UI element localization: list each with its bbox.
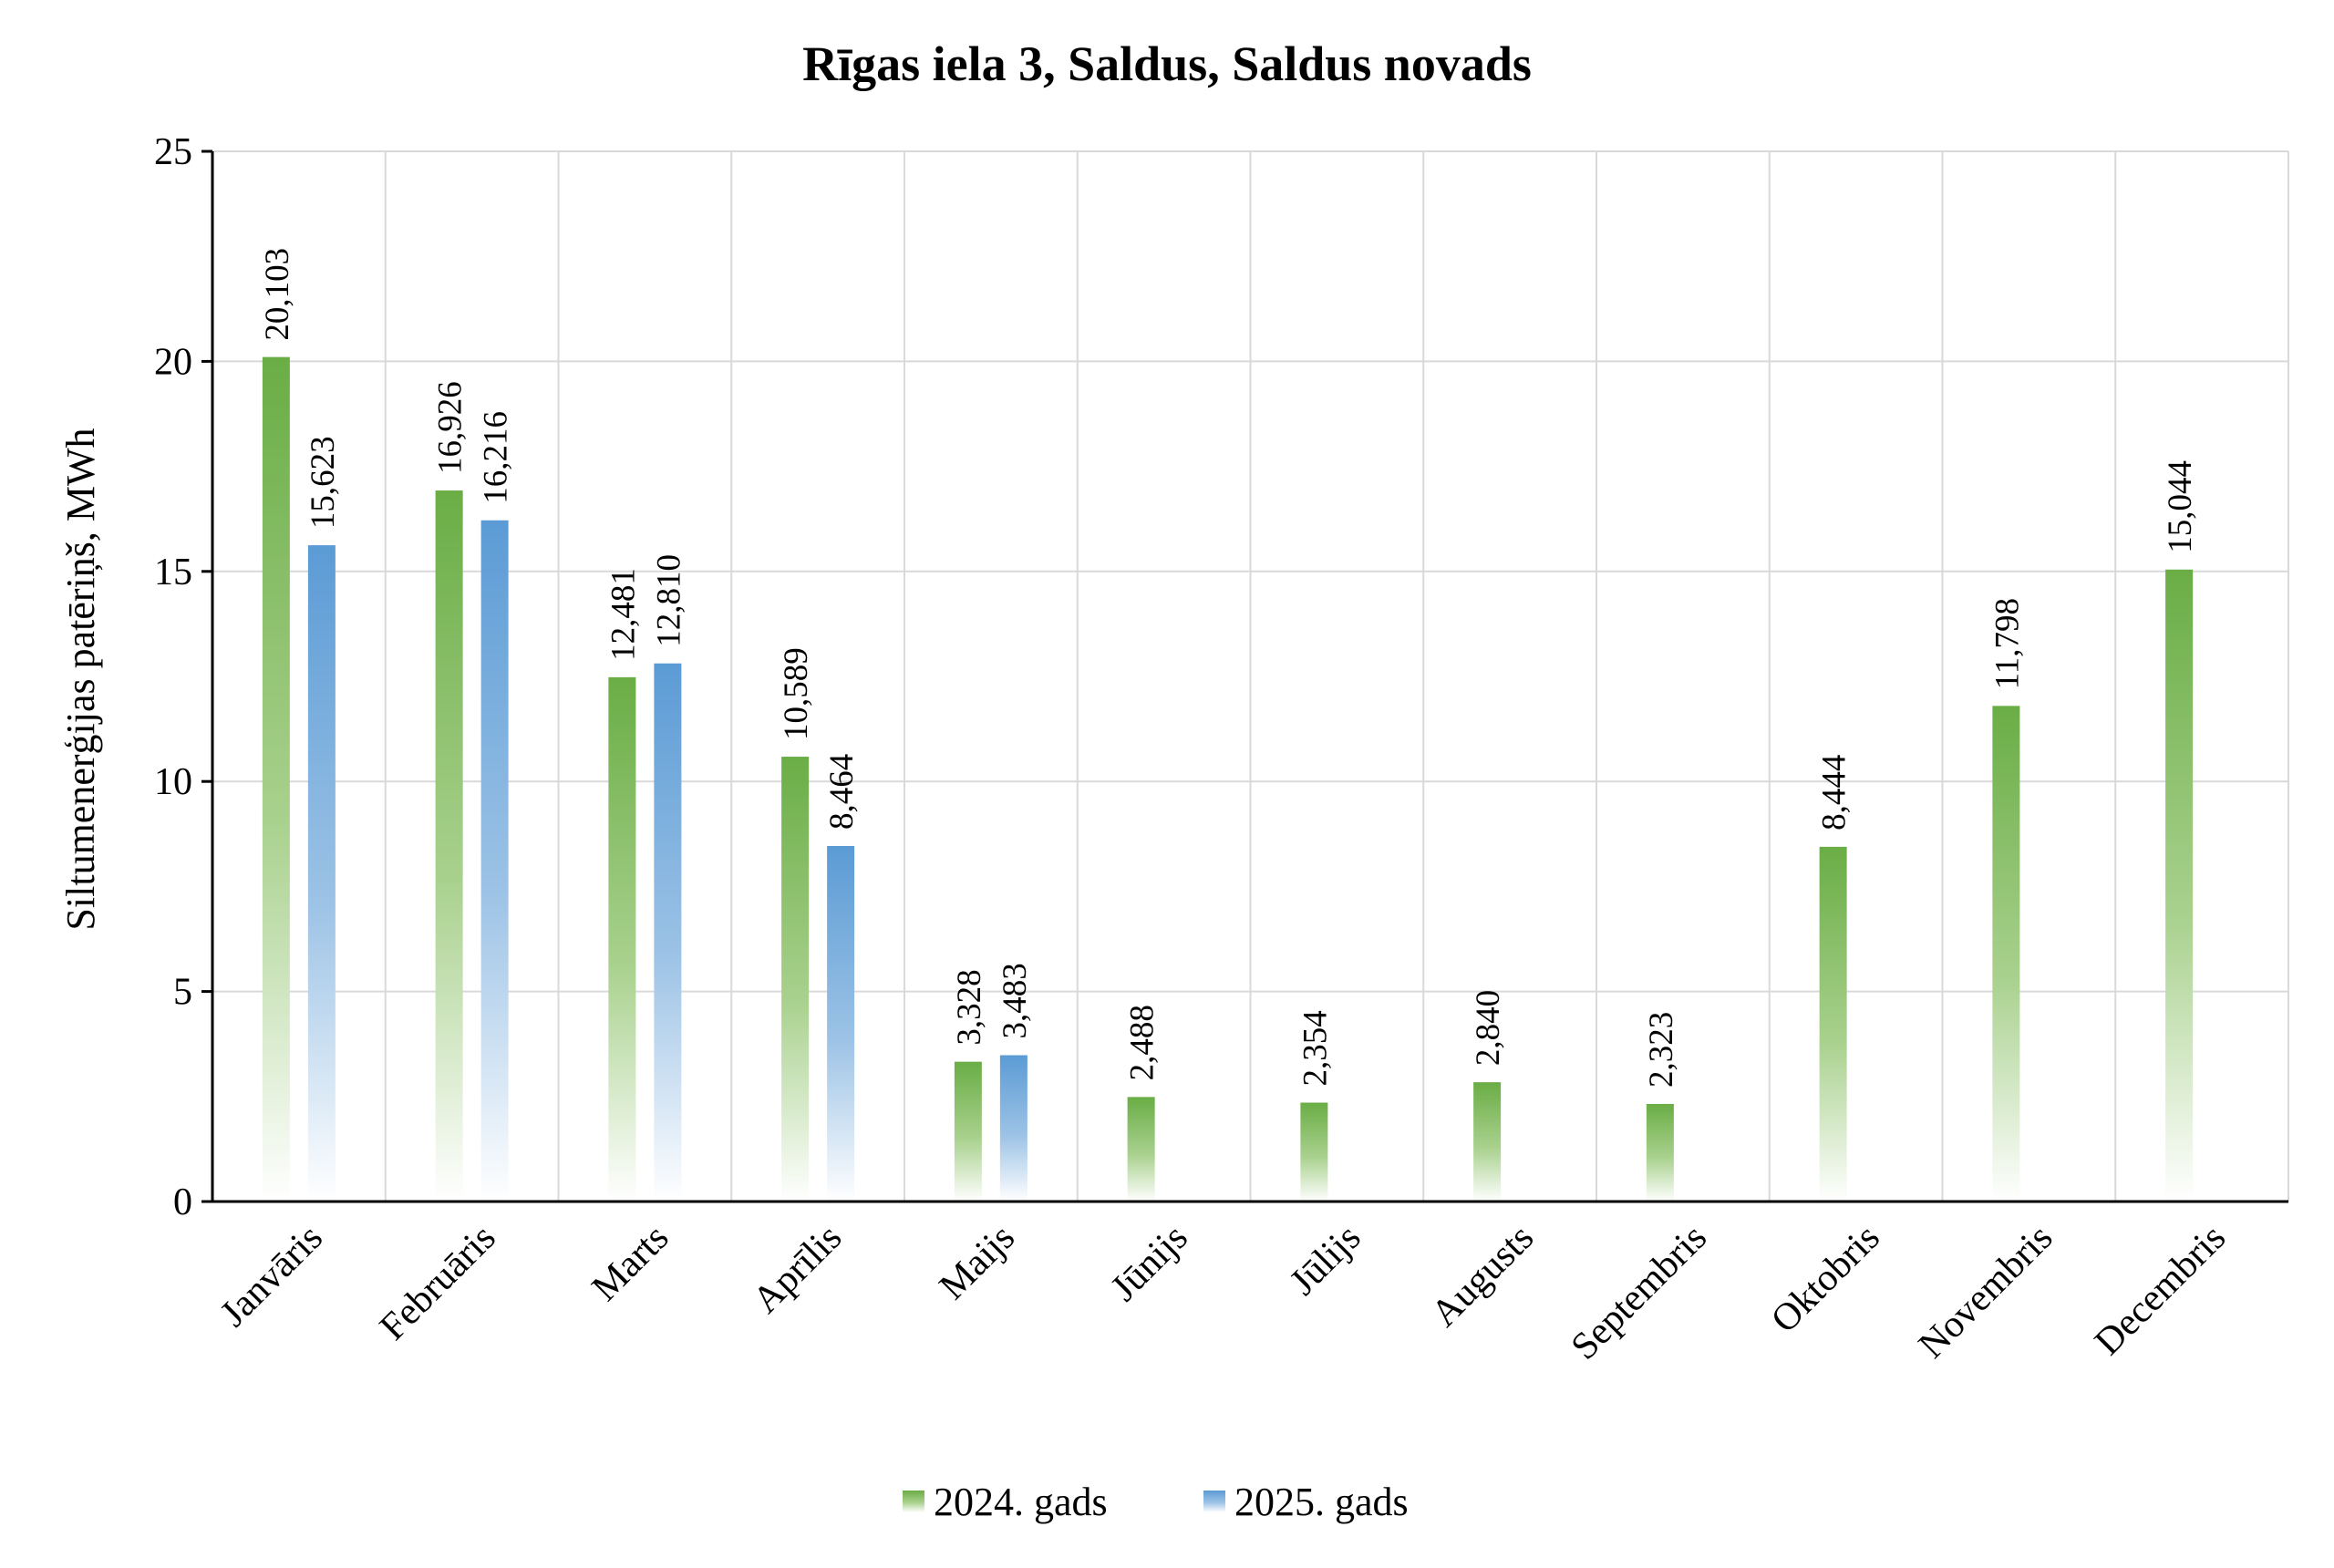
data-label: 15,623: [305, 436, 342, 529]
data-label: 12,481: [604, 568, 642, 661]
x-tick-label: Maijs: [932, 1217, 1023, 1308]
bars: [262, 356, 2194, 1202]
bar-2024-4: [954, 1061, 982, 1202]
x-tick-labels: Janvāris Februāris Marts Aprīlis Maijs Jūnijs…: [212, 1217, 2234, 1368]
data-labels: 20,103 16,926 12,481 10,589 3,328 2,488 2,354 2…: [259, 248, 2199, 1088]
data-label: 12,810: [650, 554, 687, 647]
bar-2025-0: [307, 545, 336, 1202]
data-label: 3,328: [951, 969, 988, 1045]
y-axis-title: Siltumenerģijas patēriņš, MWh: [58, 428, 103, 930]
data-label: 10,589: [778, 647, 815, 740]
legend-label: 2025. gads: [1234, 1480, 1409, 1524]
bar-2024-8: [1646, 1103, 1674, 1202]
legend-swatch-2024: [903, 1491, 924, 1512]
bar-2025-1: [480, 520, 509, 1202]
data-label: 3,483: [997, 963, 1034, 1038]
x-tick-label: Septembris: [1564, 1217, 1715, 1368]
x-tick-label: Aprīlis: [745, 1217, 850, 1322]
legend-label: 2024. gads: [934, 1480, 1108, 1524]
data-label: 8,464: [823, 754, 861, 830]
x-tick-label: Janvāris: [212, 1217, 331, 1336]
data-label: 11,798: [1988, 598, 2026, 689]
y-tick-label: 10: [154, 761, 192, 803]
x-tick-label: Jūlijs: [1282, 1217, 1368, 1304]
x-tick-label: Augusts: [1423, 1217, 1542, 1336]
bar-2024-0: [262, 356, 290, 1202]
bar-2024-6: [1300, 1102, 1328, 1202]
x-tick-label: Novembris: [1911, 1217, 2061, 1367]
bar-2024-9: [1819, 846, 1847, 1202]
data-label: 16,216: [478, 411, 515, 504]
data-label: 16,926: [432, 381, 470, 474]
bar-2024-5: [1127, 1097, 1155, 1202]
data-label: 15,044: [2162, 460, 2199, 553]
data-label: 20,103: [259, 248, 296, 341]
bar-2024-2: [608, 676, 636, 1202]
chart-title: Rīgas iela 3, Saldus, Saldus novads: [802, 36, 1532, 91]
x-tick-label: Februāris: [372, 1217, 504, 1349]
bar-2025-3: [827, 845, 855, 1202]
data-label: 2,323: [1643, 1012, 1680, 1088]
axes: [201, 150, 2288, 1203]
y-tick-label: 5: [173, 972, 192, 1014]
bar-2024-1: [435, 490, 463, 1202]
data-label: 2,488: [1124, 1005, 1162, 1080]
legend: 2024. gads 2025. gads: [903, 1480, 1409, 1524]
x-tick-label: Jūnijs: [1103, 1217, 1196, 1310]
data-label: 8,444: [1816, 755, 1854, 830]
legend-swatch-2025: [1203, 1491, 1225, 1512]
y-tick-label: 15: [154, 552, 192, 593]
y-tick-label: 0: [173, 1181, 192, 1223]
bar-2025-2: [654, 663, 682, 1202]
bar-2025-4: [999, 1055, 1028, 1202]
gridlines: [212, 150, 2289, 1202]
data-label: 2,354: [1296, 1010, 1334, 1086]
data-label: 2,840: [1470, 990, 1507, 1066]
y-tick-label: 25: [154, 131, 192, 173]
x-tick-label: Decembris: [2087, 1217, 2234, 1364]
x-tick-label: Marts: [584, 1217, 677, 1310]
y-tick-labels: 0 5 10 15 20 25: [154, 131, 192, 1223]
bar-2024-3: [781, 757, 810, 1202]
x-tick-label: Oktobris: [1763, 1217, 1887, 1341]
y-tick-label: 20: [154, 341, 192, 383]
bar-2024-11: [2165, 569, 2194, 1202]
bar-2024-10: [1992, 706, 2020, 1202]
bar-2024-7: [1473, 1082, 1502, 1202]
